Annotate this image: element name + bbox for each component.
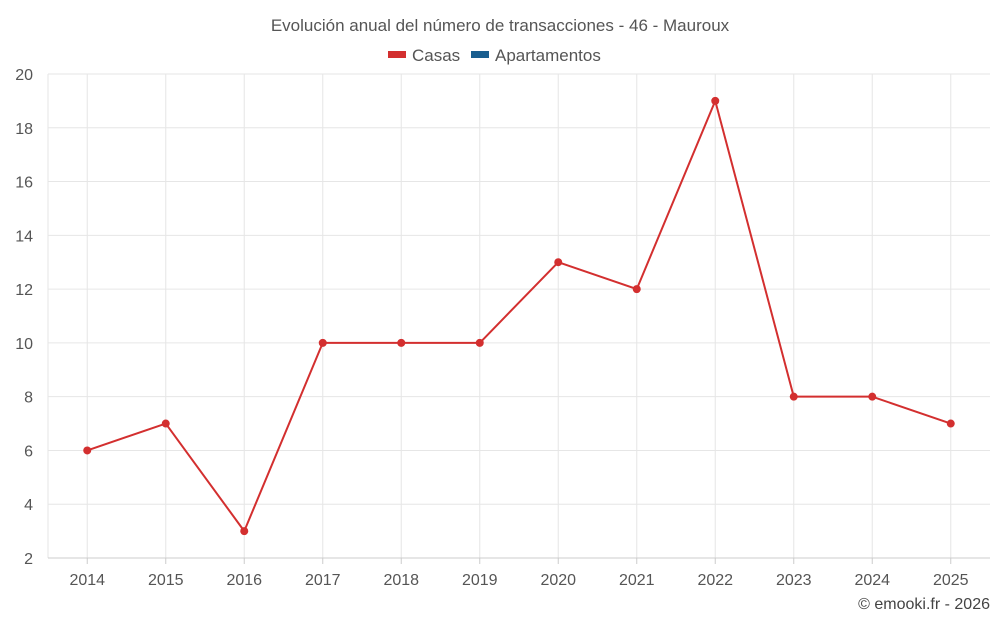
legend: Casas Apartamentos [388, 46, 601, 65]
x-tick-label: 2016 [226, 572, 262, 589]
x-tick-label: 2018 [383, 572, 419, 589]
x-tick-label: 2019 [462, 572, 498, 589]
data-point[interactable] [475, 338, 484, 347]
data-point[interactable] [868, 392, 877, 401]
series-line-casas [86, 99, 952, 533]
x-tick-label: 2023 [776, 572, 812, 589]
y-tick-label: 4 [24, 497, 33, 514]
data-point[interactable] [240, 527, 249, 536]
data-point[interactable] [711, 96, 720, 105]
legend-swatch-apartamentos [471, 51, 489, 58]
legend-label-casas[interactable]: Casas [412, 46, 460, 65]
data-point[interactable] [83, 446, 92, 455]
x-tick-label: 2025 [933, 572, 969, 589]
data-point[interactable] [554, 258, 563, 267]
x-tick-label: 2014 [69, 572, 105, 589]
x-tick-label: 2024 [854, 572, 890, 589]
axes: 2 4 6 8 10 12 14 16 18 20 2014 2015 2016 2017 2018 2019… [15, 67, 990, 589]
x-tick-label: 2015 [148, 572, 184, 589]
y-tick-label: 18 [15, 121, 33, 138]
y-tick-label: 2 [24, 551, 33, 568]
data-point[interactable] [318, 338, 327, 347]
legend-label-apartamentos[interactable]: Apartamentos [495, 46, 601, 65]
x-tick-label: 2017 [305, 572, 341, 589]
y-tick-label: 16 [15, 175, 33, 192]
series-layer [83, 96, 955, 536]
y-tick-label: 10 [15, 336, 33, 353]
y-tick-label: 20 [15, 67, 33, 84]
grid [47, 73, 990, 558]
x-tick-label: 2020 [540, 572, 576, 589]
x-tick-label: 2022 [697, 572, 733, 589]
y-tick-label: 6 [24, 443, 33, 460]
x-tick-label: 2021 [619, 572, 655, 589]
y-tick-label: 14 [15, 228, 33, 245]
data-point[interactable] [161, 419, 170, 428]
data-point[interactable] [397, 338, 406, 347]
legend-swatch-casas [388, 51, 406, 58]
data-point[interactable] [632, 285, 641, 294]
data-point[interactable] [946, 419, 955, 428]
y-tick-label: 12 [15, 282, 33, 299]
chart-title: Evolución anual del número de transaccio… [271, 16, 730, 35]
credit-text: © emooki.fr - 2026 [858, 596, 990, 613]
data-point[interactable] [789, 392, 798, 401]
y-tick-label: 8 [24, 390, 33, 407]
